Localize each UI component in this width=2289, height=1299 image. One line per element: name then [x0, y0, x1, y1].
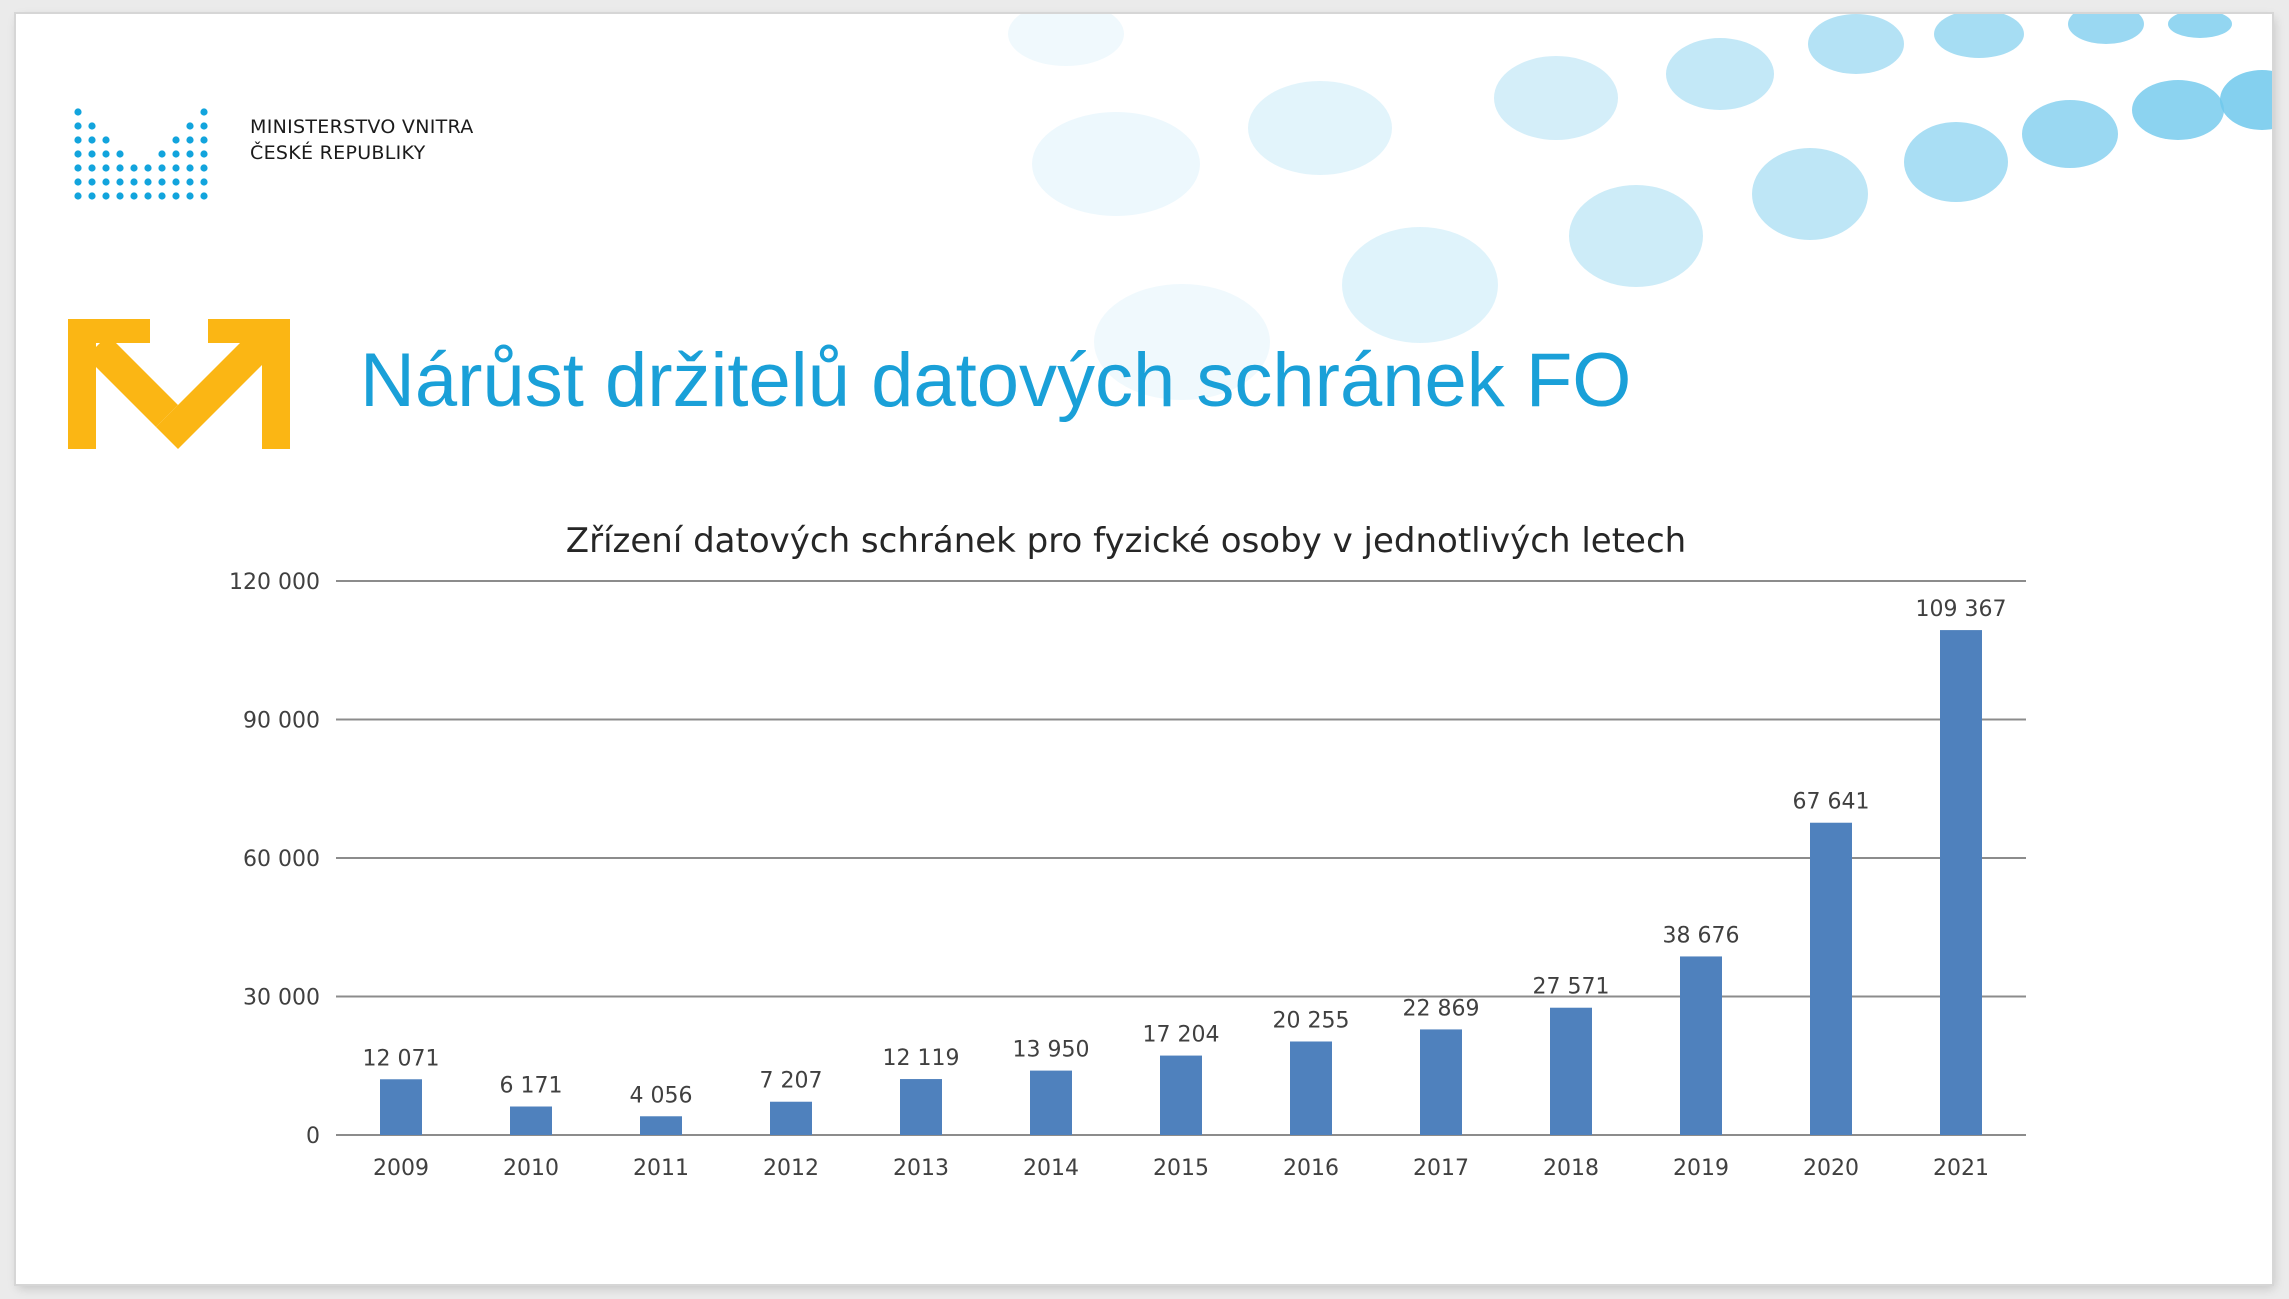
bar-2020 — [1810, 822, 1852, 1135]
ministry-logo-icon — [74, 108, 208, 200]
x-tick-label: 2019 — [1673, 1156, 1729, 1181]
x-tick-label: 2021 — [1933, 1156, 1989, 1181]
bar-2010 — [510, 1106, 552, 1135]
value-label-2020: 67 641 — [1793, 790, 1870, 815]
value-label-2013: 12 119 — [883, 1046, 960, 1071]
value-label-2021: 109 367 — [1916, 597, 2007, 622]
bar-2019 — [1680, 956, 1722, 1135]
value-label-2017: 22 869 — [1403, 996, 1480, 1021]
ministry-name: MINISTERSTVO VNITRA ČESKÉ REPUBLIKY — [250, 114, 474, 166]
x-tick-label: 2020 — [1803, 1156, 1859, 1181]
value-label-2015: 17 204 — [1143, 1023, 1220, 1048]
y-tick-label: 0 — [306, 1124, 320, 1149]
y-tick-label: 30 000 — [243, 986, 320, 1011]
x-tick-label: 2018 — [1543, 1156, 1599, 1181]
x-tick-label: 2011 — [633, 1156, 689, 1181]
value-label-2014: 13 950 — [1013, 1038, 1090, 1063]
decorative-bubbles — [1008, 14, 2272, 400]
value-label-2012: 7 207 — [760, 1069, 823, 1094]
x-tick-label: 2010 — [503, 1156, 559, 1181]
bar-2017 — [1420, 1029, 1462, 1135]
y-tick-label: 90 000 — [243, 709, 320, 734]
bar-2014 — [1030, 1070, 1072, 1135]
chart-title: Zřízení datových schránek pro fyzické os… — [566, 521, 1686, 561]
value-label-2009: 12 071 — [363, 1046, 440, 1071]
x-tick-label: 2013 — [893, 1156, 949, 1181]
bar-2018 — [1550, 1007, 1592, 1135]
page-title: Nárůst držitelů datových schránek FO — [360, 338, 1632, 423]
value-label-2018: 27 571 — [1533, 975, 1610, 1000]
slide: MINISTERSTVO VNITRA ČESKÉ REPUBLIKY Nárů… — [16, 14, 2272, 1284]
bar-2013 — [900, 1079, 942, 1135]
y-tick-label: 120 000 — [229, 570, 320, 595]
bar-2012 — [770, 1101, 812, 1135]
bar-2016 — [1290, 1041, 1332, 1135]
x-tick-label: 2012 — [763, 1156, 819, 1181]
value-label-2016: 20 255 — [1273, 1008, 1350, 1033]
bar-2009 — [380, 1079, 422, 1135]
x-tick-label: 2009 — [373, 1156, 429, 1181]
y-tick-label: 60 000 — [243, 847, 320, 872]
value-label-2011: 4 056 — [630, 1083, 693, 1108]
ministry-name-line2: ČESKÉ REPUBLIKY — [250, 142, 426, 164]
bar-2015 — [1160, 1055, 1202, 1135]
bar-2011 — [640, 1116, 682, 1135]
x-tick-label: 2014 — [1023, 1156, 1079, 1181]
ministry-name-line1: MINISTERSTVO VNITRA — [250, 116, 474, 138]
bar-2021 — [1940, 630, 1982, 1135]
value-label-2019: 38 676 — [1663, 923, 1740, 948]
x-tick-label: 2015 — [1153, 1156, 1209, 1181]
databox-logo-icon — [68, 319, 290, 449]
bar-chart: Zřízení datových schránek pro fyzické os… — [229, 521, 2026, 1181]
x-tick-label: 2017 — [1413, 1156, 1469, 1181]
x-tick-label: 2016 — [1283, 1156, 1339, 1181]
value-label-2010: 6 171 — [500, 1074, 563, 1099]
